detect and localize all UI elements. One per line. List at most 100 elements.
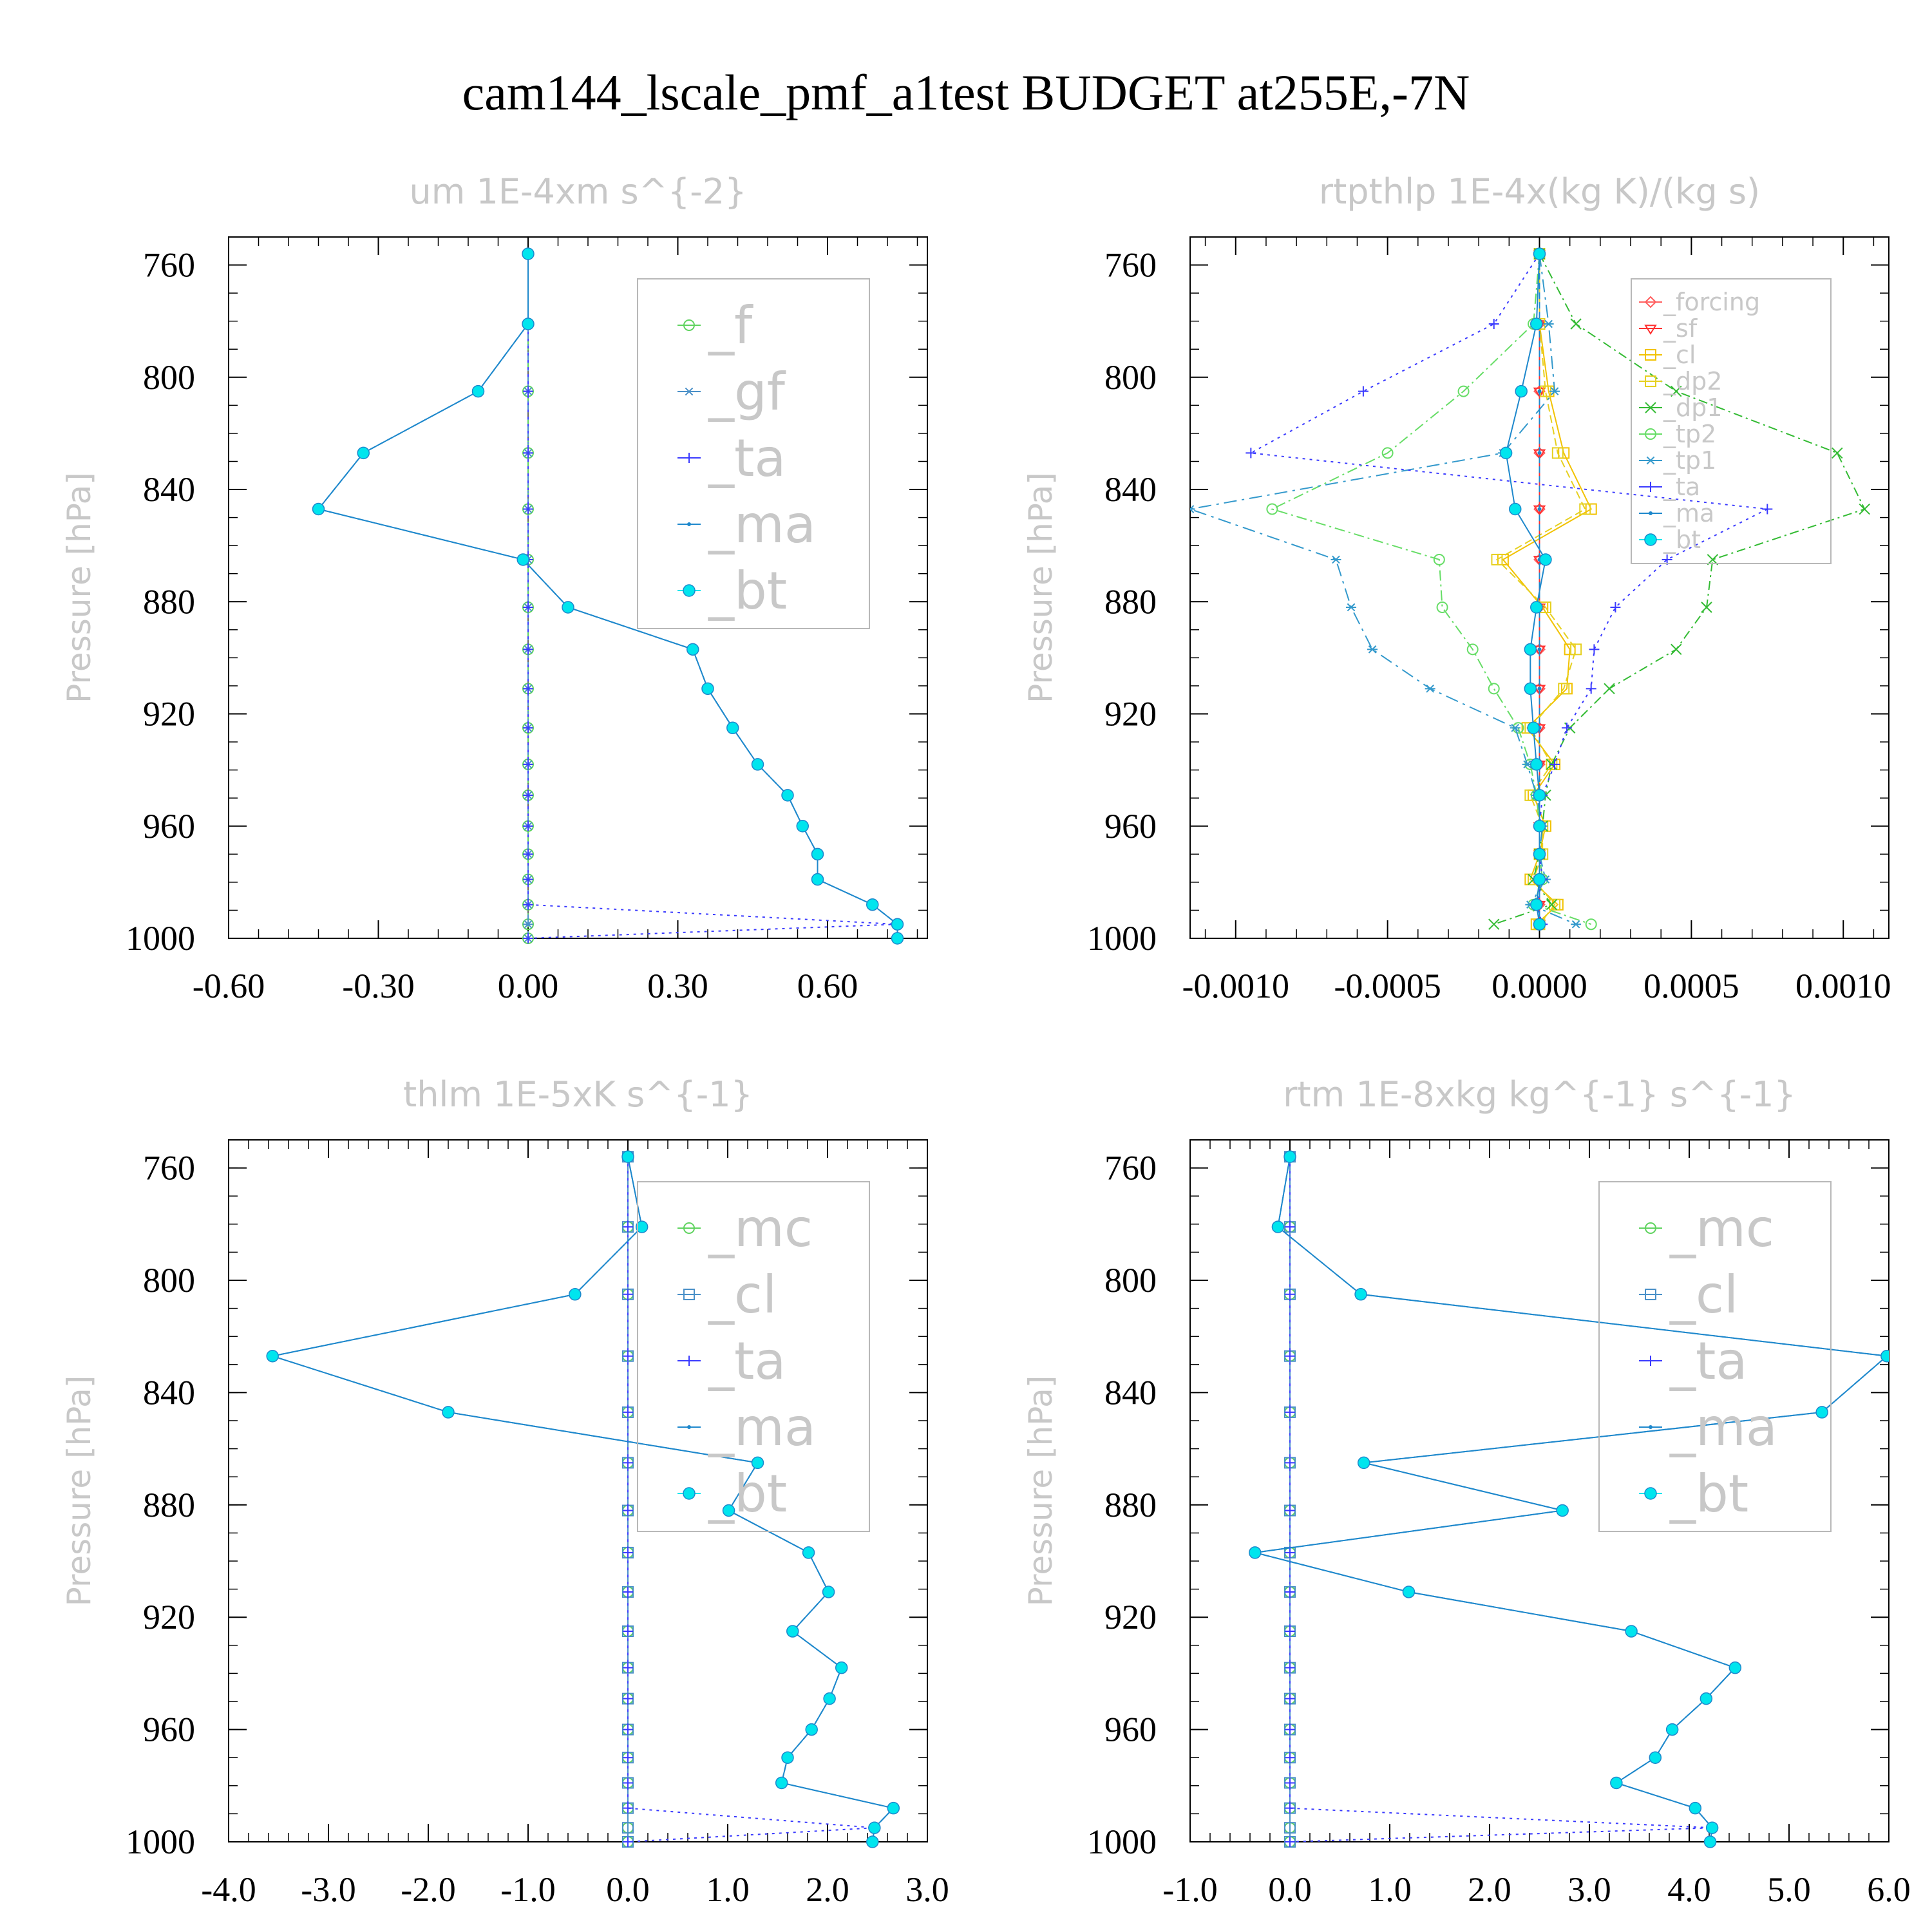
- data-point-ta: [1285, 1777, 1295, 1788]
- data-point-dp1: [1832, 447, 1843, 459]
- data-point-bt: [1533, 247, 1546, 260]
- panel-1: um 1E-4xm s^{-2} Pressure [hPa] 760 800 840 8…: [61, 171, 928, 1005]
- data-point-tp2: [1488, 683, 1500, 695]
- series-line-bt: [270, 1157, 895, 1842]
- data-point-tp1: [1549, 387, 1560, 395]
- legend-item-cl: _cl: [1639, 1265, 1738, 1325]
- y-tick-label: 840: [143, 1373, 195, 1412]
- legend-box: [637, 1181, 870, 1532]
- data-point-bt: [751, 1456, 764, 1470]
- x-tick-label: 0.30: [647, 967, 708, 1005]
- data-point-bt: [312, 502, 325, 516]
- data-point-cl: [1284, 1822, 1296, 1834]
- legend-label: _cl: [1663, 341, 1696, 369]
- legend-label: _f: [708, 296, 753, 355]
- data-point-ta: [1285, 1724, 1295, 1735]
- legend-marker-ma: [687, 522, 691, 526]
- legend-marker-tp1: [1645, 456, 1656, 465]
- data-point-ta: [1285, 1547, 1295, 1558]
- legend-label: _gf: [708, 362, 786, 422]
- data-point-ta: [623, 1406, 633, 1417]
- data-point-ta: [623, 1626, 633, 1636]
- data-point-cl: [622, 1822, 634, 1834]
- data-point-bt: [1533, 848, 1546, 861]
- legend-item-ma: _ma: [1639, 1397, 1777, 1457]
- data-point-ta: [523, 899, 533, 910]
- y-tick-label: 920: [143, 1598, 195, 1636]
- panels: um 1E-4xm s^{-2} Pressure [hPa] 760 800 840 8…: [61, 171, 1911, 1909]
- panel-2: rtpthlp 1E-4x(kg K)/(kg s) Pressure [hPa]…: [1022, 171, 1891, 1005]
- legend-item-cl: _cl: [677, 1265, 777, 1325]
- data-point-ta: [1285, 1222, 1295, 1233]
- data-point-bt: [1689, 1801, 1702, 1815]
- series-line-ta: [1249, 253, 1770, 925]
- data-point-tp1: [1346, 603, 1357, 612]
- data-point-bt: [1354, 1288, 1367, 1301]
- data-point-tp1: [1367, 645, 1378, 654]
- legend-item-mc: _mc: [677, 1198, 813, 1258]
- data-point-cl: [1558, 447, 1570, 459]
- data-point-cl: [1585, 503, 1597, 515]
- data-point-bt: [811, 873, 824, 886]
- data-point-ta: [523, 601, 533, 612]
- data-point-dp1: [1570, 318, 1582, 330]
- legend-label: _ta: [1663, 473, 1700, 501]
- data-point-ta: [623, 1662, 633, 1673]
- legend-item-bt: _bt: [677, 561, 787, 621]
- legend-label: _dp2: [1663, 367, 1722, 395]
- figure-title: cam144_lscale_pmf_a1test BUDGET at255E,-…: [462, 64, 1470, 120]
- data-point-bt: [1524, 643, 1537, 656]
- data-point-bt: [781, 1751, 794, 1764]
- data-point-bt: [516, 553, 529, 566]
- data-point-sf: [1533, 387, 1546, 398]
- panel-title: rtm 1E-8xkg kg^{-1} s^{-1}: [1283, 1074, 1796, 1115]
- y-tick-label: 760: [143, 1149, 195, 1188]
- x-tick-label: 6.0: [1867, 1870, 1911, 1909]
- data-point-bt: [1530, 317, 1543, 330]
- y-tick-label: 920: [1104, 695, 1157, 734]
- y-tick-label: 960: [1104, 807, 1157, 846]
- data-point-ta: [1610, 601, 1621, 612]
- legend-marker-cl: [683, 1289, 695, 1300]
- data-point-ta: [523, 644, 533, 655]
- data-point-bt: [1728, 1661, 1742, 1674]
- x-tick-label: -0.60: [193, 967, 265, 1005]
- x-tick-label: 0.0005: [1643, 967, 1739, 1005]
- y-tick-label: 800: [1104, 1261, 1157, 1300]
- data-point-bt: [1610, 1776, 1623, 1790]
- legend-label: _cl: [1669, 1265, 1738, 1325]
- series-ma: [316, 252, 900, 940]
- data-point-bt: [1533, 789, 1546, 802]
- x-tick-label: -3.0: [301, 1870, 355, 1909]
- legend-label: _tp1: [1663, 446, 1716, 475]
- plot-frame: [1189, 1139, 1889, 1842]
- legend-marker-ma: [1649, 511, 1653, 515]
- legend-marker-cl: [1645, 1289, 1656, 1300]
- legend-label: _bt: [708, 1464, 787, 1524]
- data-point-ta: [623, 1457, 633, 1468]
- data-point-bt: [1524, 682, 1537, 696]
- series-line-ma: [1255, 1157, 1889, 1842]
- panel-3: thlm 1E-5xK s^{-1} Pressure [hPa] 760 800 84…: [61, 1074, 949, 1909]
- data-point-ta: [1589, 644, 1600, 655]
- legend-item-tp1: _tp1: [1639, 446, 1716, 475]
- series-line-ta: [527, 254, 898, 939]
- data-point-tp2: [1266, 503, 1278, 515]
- legend-item-ta: _ta: [1639, 1331, 1747, 1391]
- data-point-ta: [623, 1289, 633, 1300]
- data-point-bt: [751, 758, 764, 771]
- data-point-dp2: [1549, 898, 1561, 911]
- x-tick-label: -0.0010: [1182, 967, 1289, 1005]
- series-line-dp2: [1495, 254, 1586, 925]
- data-point-ma: [1537, 507, 1542, 511]
- data-point-bt: [775, 1776, 788, 1790]
- panel-title: rtpthlp 1E-4x(kg K)/(kg s): [1319, 171, 1760, 212]
- data-point-ma: [1537, 451, 1542, 455]
- legend-marker-gf: [684, 387, 694, 396]
- legend-box: [637, 278, 870, 629]
- series-line-ta: [627, 1157, 875, 1842]
- legend-marker-mc: [1645, 1222, 1656, 1234]
- series-line-ta: [1289, 1157, 1712, 1842]
- series-line-ma: [317, 254, 898, 938]
- data-point-bt: [1649, 1751, 1662, 1764]
